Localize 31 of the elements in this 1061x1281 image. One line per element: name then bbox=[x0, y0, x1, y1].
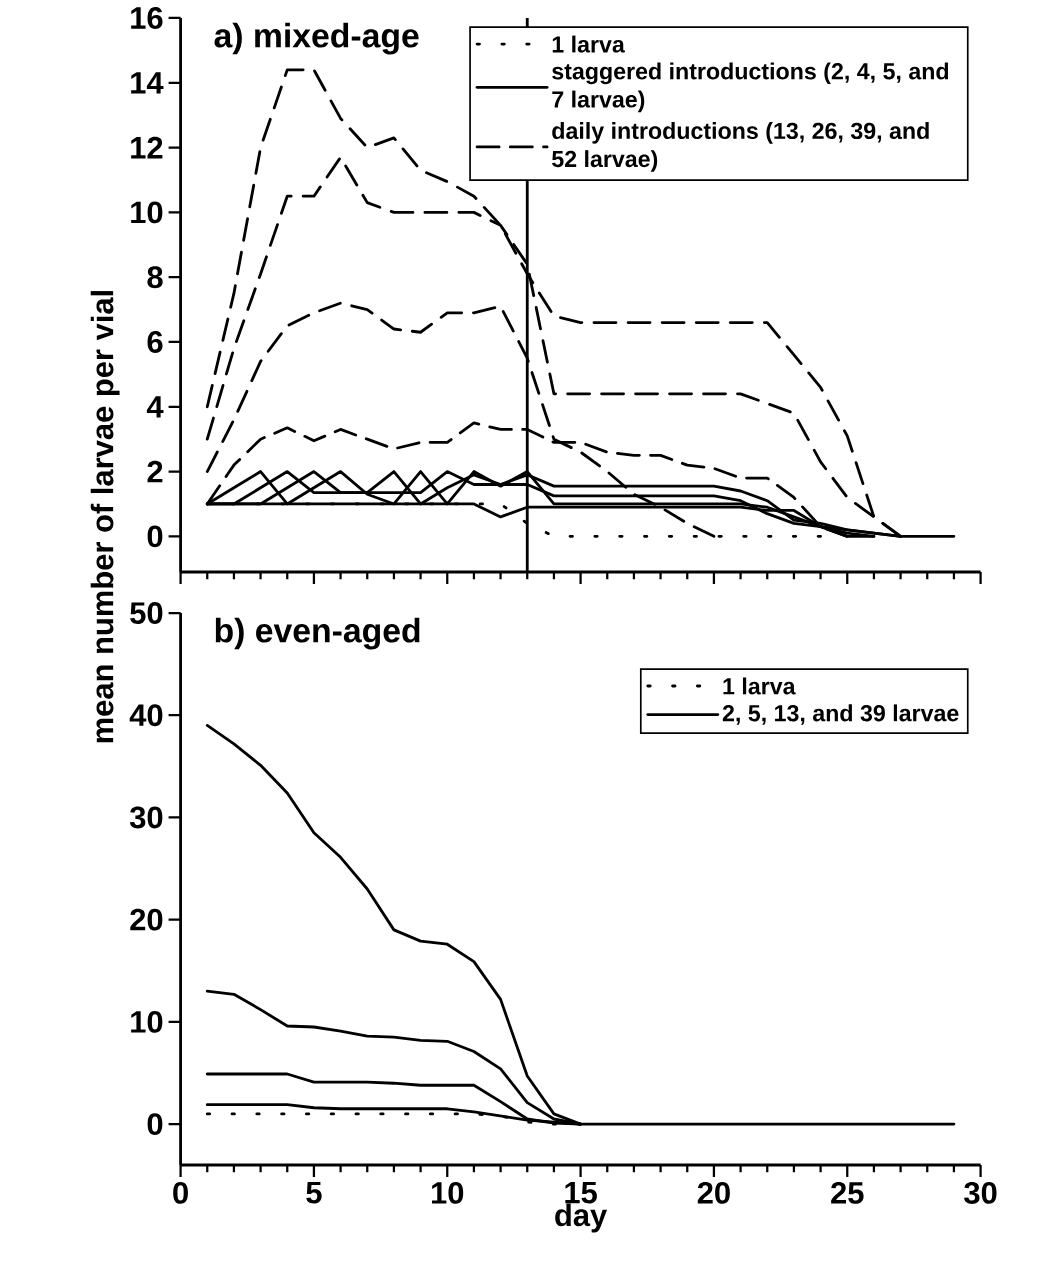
x-tick-label: 5 bbox=[306, 1181, 322, 1204]
x-tick-label: 15 bbox=[565, 1181, 598, 1204]
legend-label: daily introductions (13, 26, 39, and 52 larvae) bbox=[552, 122, 929, 172]
x-tick-label: 10 bbox=[432, 1181, 464, 1204]
x-tick-label: 25 bbox=[831, 1181, 864, 1204]
y-tick-label: 0 bbox=[147, 1113, 163, 1136]
legend-label: staggered introductions (2, 4, 5, and 7 larvae) bbox=[552, 62, 949, 113]
legend-label: 1 larva bbox=[552, 35, 626, 53]
y-tick-label: 10 bbox=[131, 201, 163, 224]
y-tick-label: 50 bbox=[130, 602, 163, 624]
legend-label: 2, 5, 13, and 39 larvae bbox=[723, 704, 959, 725]
y-tick-label: 0 bbox=[147, 525, 163, 548]
x-axis-title: day bbox=[555, 1203, 608, 1233]
y-tick-label: 8 bbox=[147, 266, 163, 289]
y-axis-title: mean number of larvae per vial bbox=[90, 291, 120, 743]
y-tick-label: 14 bbox=[131, 72, 164, 94]
y-tick-label: 2 bbox=[147, 460, 163, 483]
y-tick-label: 12 bbox=[131, 136, 163, 159]
legend-label: 1 larva bbox=[723, 677, 796, 695]
x-tick-label: 30 bbox=[964, 1181, 997, 1204]
y-tick-label: 16 bbox=[131, 7, 163, 29]
y-tick-label: 4 bbox=[147, 396, 164, 418]
y-tick-label: 40 bbox=[129, 704, 163, 727]
y-tick-label: 6 bbox=[147, 331, 163, 353]
chart-title: a) mixed-age bbox=[214, 22, 419, 55]
x-tick-label: 20 bbox=[698, 1181, 731, 1204]
y-tick-label: 30 bbox=[130, 806, 163, 829]
chart-title: b) even-aged bbox=[215, 617, 420, 650]
x-tick-label: 0 bbox=[173, 1181, 189, 1204]
y-tick-label: 20 bbox=[130, 908, 163, 931]
y-tick-label: 10 bbox=[131, 1010, 163, 1033]
